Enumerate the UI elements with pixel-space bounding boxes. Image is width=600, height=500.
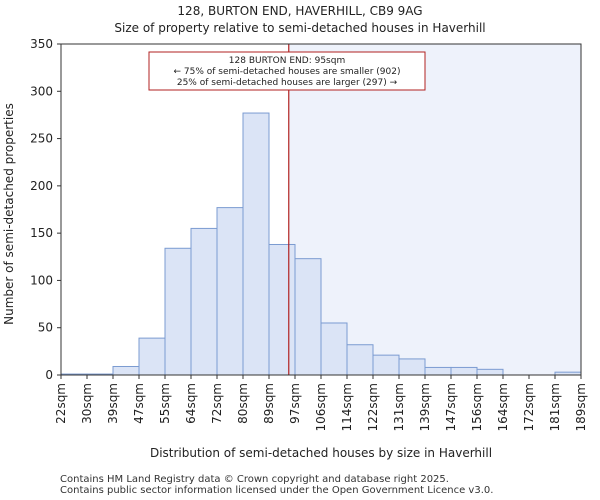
x-axis: 22sqm 30sqm 39sqm 47sqm 55sqm 64sqm 72sqm 80sqm… [54,375,588,431]
bar-47sqm [138,337,166,376]
x-tick-label: 64sqm [184,383,198,424]
x-tick-label: 97sqm [288,383,302,424]
x-tick-label: 39sqm [106,383,120,424]
annotation-line-3: 25% of semi-detached houses are larger (… [177,78,398,88]
bar-89sqm [268,243,296,376]
x-tick-label: 147sqm [444,383,458,431]
x-tick-label: 131sqm [392,383,406,431]
y-tick-label: 250 [30,132,53,146]
bar-97sqm [294,258,322,376]
x-tick-label: 156sqm [470,383,484,431]
x-tick-label: 55sqm [158,383,172,424]
y-axis: 0 50 100 150 200 250 300 350 [30,37,61,382]
x-tick-label: 114sqm [340,383,354,431]
footer-copyright: Contains HM Land Registry data © Crown c… [60,474,449,485]
x-tick-label: 80sqm [236,383,250,424]
annotation-line-1: 128 BURTON END: 95sqm [229,56,345,66]
x-tick-label: 30sqm [80,383,94,424]
bar-139sqm [424,366,452,376]
y-axis-label: Number of semi-detached properties [2,103,16,325]
y-tick-label: 0 [45,368,53,382]
bar-39sqm [112,365,140,376]
annotation-box [148,51,426,91]
x-tick-label: 181sqm [548,383,562,431]
x-tick-label: 122sqm [366,383,380,431]
bar-122sqm [372,354,400,376]
bar-114sqm [346,344,374,376]
bar-106sqm [320,322,348,376]
bar-147sqm [450,366,478,376]
bar-72sqm [216,207,244,376]
x-tick-label: 89sqm [262,383,276,424]
annotation-line-2: ← 75% of semi-detached houses are smalle… [174,67,401,77]
x-tick-label: 47sqm [132,383,146,424]
bar-156sqm [476,368,504,376]
y-tick-label: 350 [30,37,53,51]
x-tick-label: 189sqm [574,383,588,431]
footer-licence: Contains public sector information licen… [60,485,494,496]
bar-80sqm [242,112,270,376]
bar-131sqm [398,358,426,376]
x-tick-label: 172sqm [522,383,536,431]
y-tick-label: 200 [30,179,53,193]
y-tick-label: 50 [38,321,53,335]
chart-subtitle: Size of property relative to semi-detach… [114,21,485,35]
x-tick-label: 22sqm [54,383,68,424]
bars-group [60,112,582,376]
bar-64sqm [190,227,218,376]
y-tick-label: 100 [30,273,53,287]
larger-region-shade [288,44,581,375]
y-tick-label: 300 [30,84,53,98]
bar-55sqm [164,247,192,376]
x-tick-label: 106sqm [314,383,328,431]
x-tick-label: 139sqm [418,383,432,431]
x-tick-label: 72sqm [210,383,224,424]
y-tick-label: 150 [30,226,53,240]
x-axis-label: Distribution of semi-detached houses by … [150,446,492,460]
x-tick-label: 164sqm [496,383,510,431]
chart-title: 128, BURTON END, HAVERHILL, CB9 9AG [177,4,422,18]
